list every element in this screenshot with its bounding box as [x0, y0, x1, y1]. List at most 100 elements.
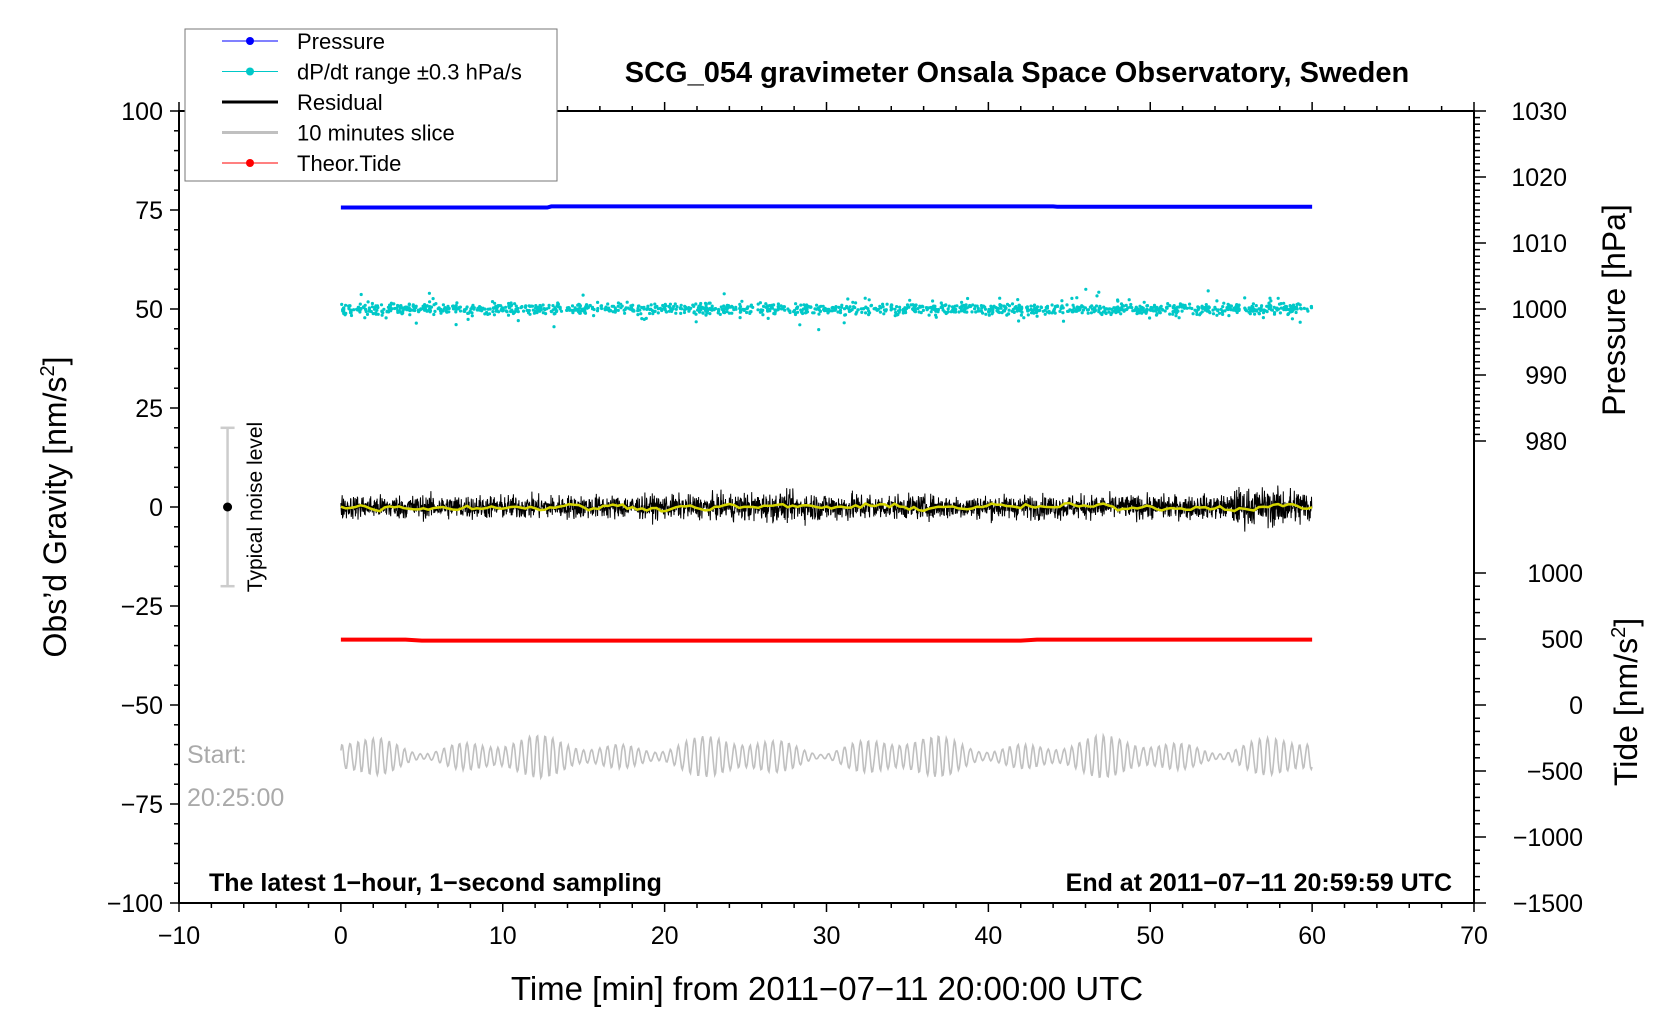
dpdt-point: [409, 308, 413, 312]
dpdt-point: [1112, 306, 1116, 310]
x-tick-label: 20: [651, 922, 679, 950]
dpdt-point: [861, 307, 865, 311]
dpdt-point: [843, 313, 848, 317]
dpdt-point: [431, 297, 435, 301]
dpdt-point: [680, 307, 684, 311]
dpdt-point: [1086, 311, 1090, 315]
dpdt-point: [423, 307, 427, 311]
dpdt-point: [1097, 310, 1101, 314]
dpdt-point: [599, 304, 603, 308]
dpdt-point: [1276, 296, 1280, 300]
dpdt-point: [742, 308, 746, 312]
dpdt-point: [1038, 308, 1042, 312]
dpdt-point: [767, 307, 771, 311]
dpdt-point: [538, 303, 542, 308]
dpdt-point: [909, 303, 913, 307]
dpdt-point: [1061, 319, 1066, 323]
dpdt-point: [359, 292, 363, 297]
dpdt-point: [845, 304, 849, 309]
dpdt-point: [1086, 308, 1090, 312]
dpdt-point: [1072, 306, 1076, 310]
dpdt-point: [1137, 311, 1141, 315]
chart-title: SCG_054 gravimeter Onsala Space Observat…: [625, 57, 1409, 89]
dpdt-point: [708, 307, 712, 311]
dpdt-point: [773, 308, 777, 312]
dpdt-point: [1007, 308, 1011, 312]
dpdt-point: [552, 325, 556, 329]
dpdt-point: [488, 307, 492, 311]
dpdt-point: [1253, 312, 1257, 316]
dpdt-point: [470, 305, 474, 309]
dpdt-point: [918, 305, 923, 309]
dpdt-point: [704, 303, 708, 307]
dpdt-point: [1211, 312, 1216, 316]
noise-center-dot: [223, 502, 233, 512]
dpdt-point: [1277, 302, 1282, 306]
dpdt-point: [556, 302, 561, 306]
dpdt-point: [1116, 299, 1120, 303]
dpdt-point: [475, 308, 479, 312]
dpdt-point: [705, 306, 709, 310]
dpdt-point: [907, 305, 911, 309]
dpdt-point: [1032, 303, 1037, 307]
dpdt-point: [1134, 307, 1138, 311]
dpdt-point: [637, 304, 641, 308]
dpdt-point: [1050, 303, 1054, 307]
dpdt-point: [905, 303, 910, 307]
dpdt-point: [817, 328, 821, 332]
dpdt-point: [795, 305, 799, 309]
dpdt-point: [1228, 306, 1232, 311]
dpdt-point: [462, 309, 466, 313]
dpdt-point: [770, 306, 775, 310]
dpdt-point: [1090, 307, 1094, 311]
dpdt-point: [1282, 301, 1286, 305]
dpdt-point: [782, 305, 786, 309]
dpdt-point: [1215, 299, 1219, 303]
dpdt-point: [398, 306, 402, 310]
dpdt-point: [506, 313, 511, 317]
dpdt-point: [653, 305, 657, 309]
dpdt-point: [361, 305, 366, 309]
dpdt-point: [487, 312, 492, 316]
dpdt-point: [903, 308, 907, 312]
dpdt-point: [396, 304, 400, 308]
dpdt-point: [772, 303, 776, 307]
dpdt-point: [1190, 306, 1194, 311]
dpdt-point: [1080, 304, 1084, 308]
dpdt-point: [1217, 311, 1222, 315]
pressure-tick-label: 990: [1525, 362, 1567, 390]
legend-label-2: Residual: [297, 90, 383, 115]
dpdt-point: [1088, 305, 1092, 309]
x-tick-label: 40: [974, 922, 1002, 950]
dpdt-point: [509, 309, 513, 313]
dpdt-point: [1138, 304, 1142, 308]
dpdt-point: [374, 311, 378, 315]
dpdt-point: [356, 305, 360, 309]
dpdt-point: [1071, 303, 1075, 307]
dpdt-point: [1029, 304, 1033, 308]
dpdt-point: [867, 298, 871, 302]
dpdt-point: [1191, 312, 1195, 316]
dpdt-point: [369, 309, 373, 314]
dpdt-point: [980, 306, 984, 310]
dpdt-point: [1065, 303, 1069, 307]
dpdt-point: [428, 300, 432, 304]
dpdt-point: [745, 310, 749, 315]
dpdt-point: [1017, 308, 1021, 312]
dpdt-point: [625, 300, 629, 304]
y-tick-label: 100: [121, 98, 163, 126]
x-axis-label: Time [min] from 2011−07−11 20:00:00 UTC: [511, 970, 1143, 1007]
dpdt-point: [973, 304, 978, 308]
dpdt-point: [898, 305, 902, 309]
dpdt-point: [407, 302, 411, 306]
dpdt-point: [1041, 309, 1045, 313]
dpdt-point: [651, 312, 655, 316]
tide-tick-label: −1000: [1513, 824, 1583, 852]
dpdt-point: [884, 308, 888, 312]
noise-label: Typical noise level: [244, 422, 267, 592]
dpdt-point: [976, 306, 980, 310]
dpdt-point: [341, 309, 345, 313]
dpdt-point: [340, 302, 344, 306]
tide-axis-label-sup: 2: [1608, 627, 1630, 638]
dpdt-point: [451, 304, 455, 308]
